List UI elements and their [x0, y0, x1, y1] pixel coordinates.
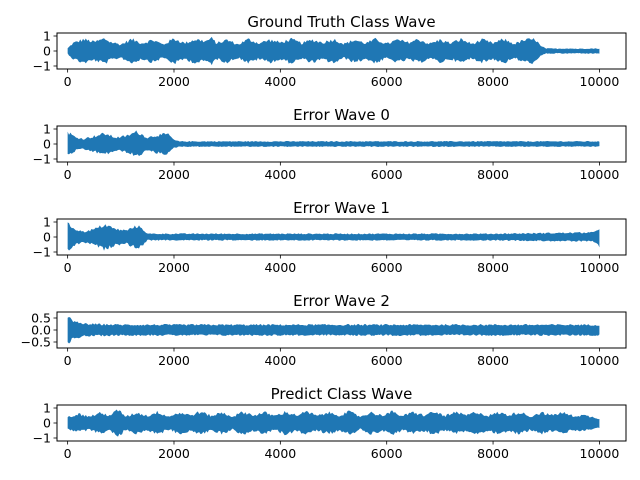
x-tick-label: 10000	[580, 260, 620, 275]
x-tick-label: 8000	[477, 353, 509, 368]
series-line	[67, 36, 600, 66]
y-tick-label: −0.5	[21, 335, 51, 350]
x-tick-label: 0	[64, 446, 72, 461]
x-tick-label: 0	[64, 74, 72, 89]
subplot-title: Predict Class Wave	[271, 385, 413, 403]
x-tick-label: 4000	[264, 260, 296, 275]
subplot-0: Ground Truth Class Wave 0 2000 4000 6000 8000…	[33, 13, 627, 89]
x-tick-label: 2000	[158, 446, 190, 461]
y-tick-label: 0	[43, 416, 51, 431]
x-tick-label: 10000	[580, 353, 620, 368]
x-tick-label: 8000	[477, 446, 509, 461]
y-tick-label: −1	[33, 245, 51, 260]
y-tick-label: 1	[43, 401, 51, 416]
x-tick-label: 4000	[264, 167, 296, 182]
series-line	[67, 317, 600, 344]
y-tick-label: −1	[33, 59, 51, 74]
x-tick-label: 2000	[158, 260, 190, 275]
subplot-3: Error Wave 2 0 2000 4000 6000 8000 10000 0.50.0…	[21, 292, 627, 368]
subplot-title: Error Wave 2	[293, 292, 390, 310]
subplot-title: Ground Truth Class Wave	[247, 13, 435, 31]
x-tick-label: 4000	[264, 353, 296, 368]
y-tick-label: 1	[43, 29, 51, 44]
x-tick-label: 8000	[477, 260, 509, 275]
y-tick-label: 0.0	[31, 323, 51, 338]
x-tick-label: 4000	[264, 74, 296, 89]
x-tick-label: 2000	[158, 167, 190, 182]
subplot-title: Error Wave 1	[293, 199, 390, 217]
y-tick-label: −1	[33, 152, 51, 167]
y-tick-label: −1	[33, 431, 51, 446]
x-tick-label: 0	[64, 353, 72, 368]
y-tick-label: 1	[43, 122, 51, 137]
x-tick-label: 6000	[371, 446, 403, 461]
series-line	[67, 130, 600, 156]
series-line	[67, 222, 600, 251]
subplot-title: Error Wave 0	[293, 106, 390, 124]
x-tick-label: 10000	[580, 446, 620, 461]
y-tick-label: 0.5	[31, 311, 51, 326]
y-tick-label: 1	[43, 215, 51, 230]
x-tick-label: 0	[64, 167, 72, 182]
y-tick-label: 0	[43, 230, 51, 245]
x-tick-label: 6000	[371, 74, 403, 89]
x-tick-label: 8000	[477, 167, 509, 182]
subplot-4: Predict Class Wave 0 2000 4000 6000 8000 10000…	[33, 385, 627, 461]
x-tick-label: 0	[64, 260, 72, 275]
x-tick-label: 6000	[371, 260, 403, 275]
series-line	[67, 409, 600, 437]
x-tick-label: 2000	[158, 74, 190, 89]
x-tick-label: 6000	[371, 167, 403, 182]
x-tick-label: 4000	[264, 446, 296, 461]
x-tick-label: 10000	[580, 167, 620, 182]
y-tick-label: 0	[43, 44, 51, 59]
x-tick-label: 2000	[158, 353, 190, 368]
x-tick-label: 6000	[371, 353, 403, 368]
x-tick-label: 8000	[477, 74, 509, 89]
x-tick-label: 10000	[580, 74, 620, 89]
y-tick-label: 0	[43, 137, 51, 152]
